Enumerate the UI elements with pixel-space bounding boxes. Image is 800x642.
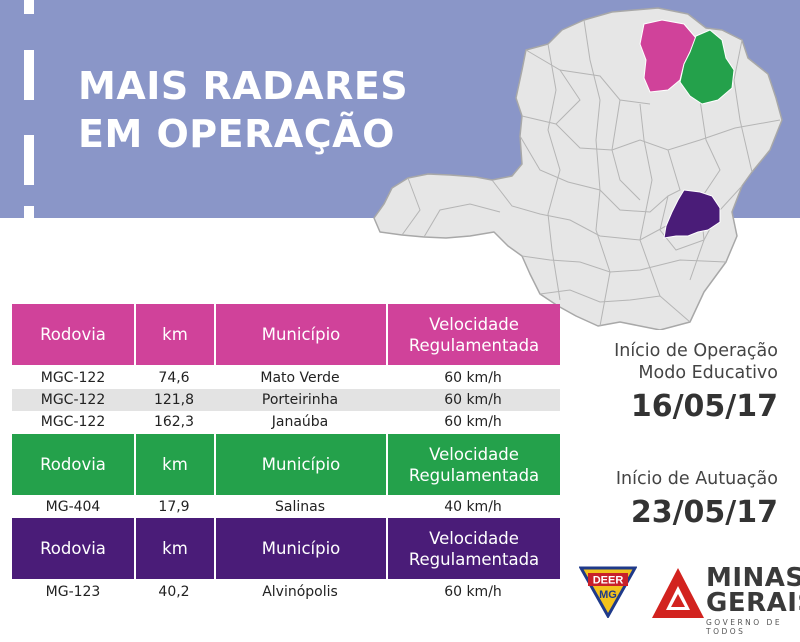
- cell-km: 74,6: [158, 370, 190, 386]
- minas-gerais-logo-text: MINAS GERAIS: [706, 563, 800, 618]
- header-municipio: Município: [214, 304, 386, 365]
- map-region-borders: [401, 19, 781, 327]
- cell-rodovia: MGC-122: [40, 392, 106, 408]
- map-region-green: [679, 29, 735, 105]
- road-dash: [24, 50, 34, 100]
- header-rodovia: Rodovia: [40, 455, 106, 474]
- headline-line-1: MAIS RADARES: [78, 64, 409, 108]
- logo-slogan: GOVERNO DE TODOS: [706, 618, 783, 636]
- operacao-date: 16/05/17: [630, 389, 778, 424]
- autuacao-info: Início de Autuação 23/05/17: [616, 468, 778, 532]
- map-region-purple: [663, 189, 721, 239]
- operacao-mode: Modo Educativo: [638, 363, 778, 383]
- header-km: km: [134, 518, 214, 579]
- cell-rodovia: MG-123: [45, 584, 101, 600]
- autuacao-date: 23/05/17: [630, 495, 778, 530]
- cell-km: 40,2: [158, 584, 190, 600]
- header-rodovia: Rodovia: [40, 539, 106, 558]
- table-row: MGC-122 162,3 Janaúba 60 km/h: [12, 411, 560, 433]
- table-header: Rodovia km Município Velocidade Regulame…: [12, 518, 560, 579]
- table-row: MG-404 17,9 Salinas 40 km/h: [12, 495, 560, 519]
- header-velocidade: Velocidade Regulamentada: [386, 434, 560, 495]
- road-dash: [24, 206, 34, 218]
- minas-gerais-triangle-icon: [652, 568, 704, 618]
- cell-rodovia: MGC-122: [40, 414, 106, 430]
- deer-mg-logo: DEER MG: [579, 566, 637, 618]
- operacao-info: Início de Operação Modo Educativo 16/05/…: [614, 340, 778, 426]
- table-row: MGC-122 121,8 Porteirinha 60 km/h: [12, 389, 560, 411]
- cell-municipio: Porteirinha: [261, 392, 339, 408]
- table-row: MG-123 40,2 Alvinópolis 60 km/h: [12, 580, 560, 604]
- cell-velocidade: 60 km/h: [444, 392, 502, 408]
- header-municipio: Município: [214, 518, 386, 579]
- header-km: km: [134, 434, 214, 495]
- svg-text:MG: MG: [599, 589, 617, 601]
- headline-line-2: EM OPERAÇÃO: [78, 112, 395, 156]
- header-municipio: Município: [214, 434, 386, 495]
- road-dash: [24, 135, 34, 185]
- cell-km: 121,8: [153, 392, 195, 408]
- logo-gerais: GERAIS: [706, 588, 800, 618]
- headline: MAIS RADARES EM OPERAÇÃO: [78, 62, 408, 158]
- cell-municipio: Alvinópolis: [262, 584, 338, 600]
- cell-rodovia: MG-404: [45, 499, 101, 515]
- header-velocidade: Velocidade Regulamentada: [386, 518, 560, 579]
- cell-municipio: Salinas: [275, 499, 325, 515]
- header-km: km: [134, 304, 214, 365]
- cell-rodovia: MGC-122: [40, 370, 106, 386]
- cell-km: 162,3: [153, 414, 195, 430]
- cell-velocidade: 60 km/h: [444, 370, 502, 386]
- cell-municipio: Janaúba: [271, 414, 329, 430]
- table-header: Rodovia km Município Velocidade Regulame…: [12, 304, 560, 365]
- cell-velocidade: 40 km/h: [444, 499, 502, 515]
- svg-text:DEER: DEER: [593, 575, 624, 587]
- table-row: MGC-122 74,6 Mato Verde 60 km/h: [12, 367, 560, 389]
- table-header: Rodovia km Município Velocidade Regulame…: [12, 434, 560, 495]
- operacao-label: Início de Operação: [614, 341, 778, 361]
- header-rodovia: Rodovia: [40, 325, 106, 344]
- cell-velocidade: 60 km/h: [444, 414, 502, 430]
- cell-municipio: Mato Verde: [260, 370, 340, 386]
- autuacao-label: Início de Autuação: [615, 469, 778, 489]
- minas-gerais-map: [373, 7, 783, 330]
- road-dash: [24, 0, 34, 14]
- cell-km: 17,9: [158, 499, 190, 515]
- header-velocidade: Velocidade Regulamentada: [386, 304, 560, 365]
- logo-minas: MINAS: [706, 563, 800, 593]
- cell-velocidade: 60 km/h: [444, 584, 502, 600]
